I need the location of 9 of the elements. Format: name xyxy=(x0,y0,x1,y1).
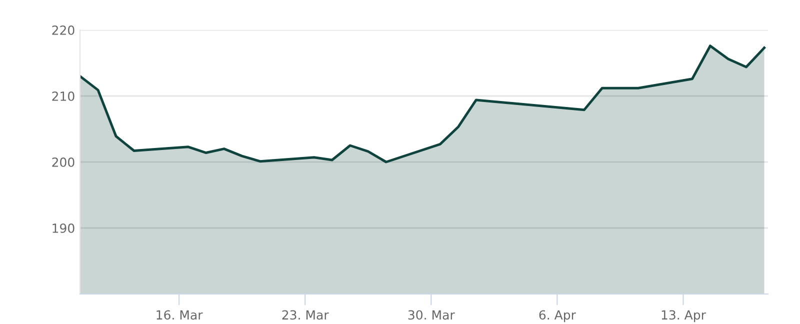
x-tick-label: 16. Mar xyxy=(156,310,203,320)
x-tick-label: 30. Mar xyxy=(408,310,455,320)
x-tick-label: 23. Mar xyxy=(282,310,329,320)
y-tick-label: 210 xyxy=(52,91,74,101)
x-tick-label: 6. Apr xyxy=(539,310,576,322)
x-tick-label: 13. Apr xyxy=(662,310,706,322)
y-tick-label: 220 xyxy=(52,25,74,35)
y-tick-label: 200 xyxy=(52,157,74,167)
y-tick-label: 190 xyxy=(52,223,74,233)
